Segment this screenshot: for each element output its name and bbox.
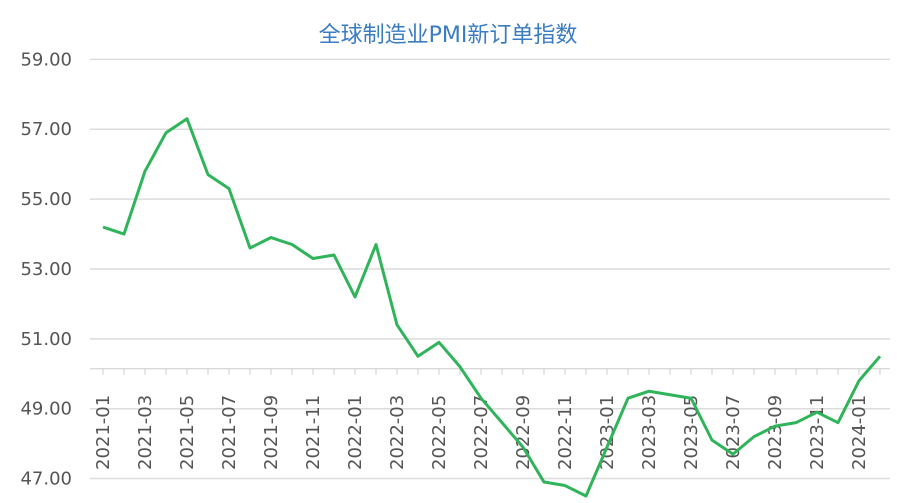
x-tick-label: 2021-05: [177, 395, 198, 470]
x-tick-label: 2022-01: [345, 395, 366, 470]
y-tick-label: 59.00: [20, 49, 72, 70]
x-tick-label: 2023-09: [765, 395, 786, 470]
x-tick-label: 2022-03: [387, 395, 408, 470]
x-tick-label: 2023-01: [597, 395, 618, 470]
y-tick-label: 47.00: [20, 469, 72, 490]
chart-title: 全球制造业PMI新订单指数: [319, 23, 578, 48]
y-tick-label: 51.00: [20, 329, 72, 350]
y-tick-label: 53.00: [20, 259, 72, 280]
x-tick-label: 2022-09: [513, 395, 534, 470]
x-tick-label: 2024-01: [849, 395, 870, 470]
x-tick-label: 2023-05: [681, 395, 702, 470]
x-tick-label: 2021-03: [135, 395, 156, 470]
y-tick-label: 57.00: [20, 119, 72, 140]
x-tick-label: 2023-07: [723, 395, 744, 470]
x-tick-label: 2021-01: [93, 395, 114, 470]
x-tick-label: 2021-11: [303, 395, 324, 470]
x-tick-label: 2022-11: [555, 395, 576, 470]
y-tick-label: 49.00: [20, 399, 72, 420]
x-tick-label: 2023-11: [807, 395, 828, 470]
x-tick-label: 2022-07: [471, 395, 492, 470]
x-tick-label: 2022-05: [429, 395, 450, 470]
y-tick-label: 55.00: [20, 189, 72, 210]
x-tick-label: 2021-07: [219, 395, 240, 470]
x-tick-label: 2023-03: [639, 395, 660, 470]
data-line: [102, 117, 882, 498]
x-tick-label: 2021-09: [261, 395, 282, 470]
